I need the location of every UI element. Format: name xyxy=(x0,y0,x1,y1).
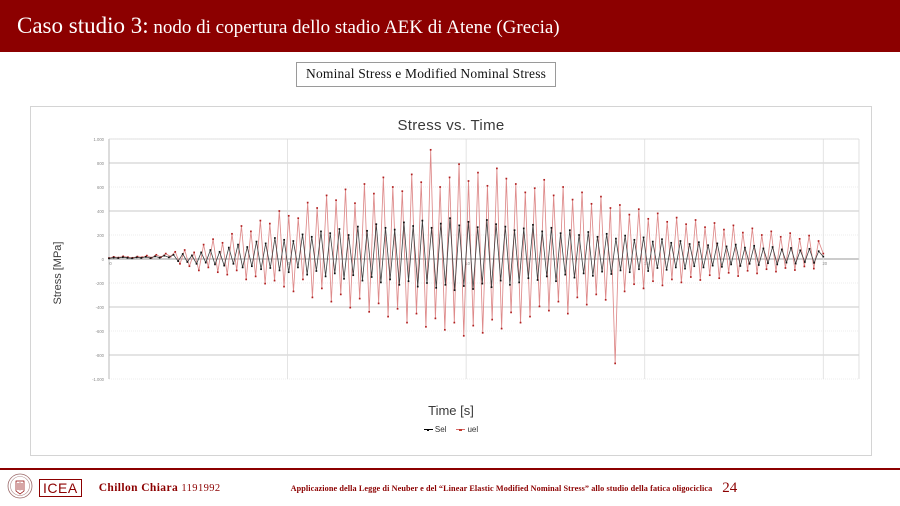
svg-text:15: 15 xyxy=(644,261,649,266)
svg-text:200: 200 xyxy=(97,233,105,238)
svg-text:600: 600 xyxy=(97,185,105,190)
svg-text:-1.000: -1.000 xyxy=(92,377,105,382)
svg-text:10: 10 xyxy=(465,261,470,266)
svg-text:-800: -800 xyxy=(96,353,105,358)
chart-panel: Stress vs. Time Stress [MPa] 1.000 800 600… xyxy=(30,106,872,456)
slide-footer: ICEA Chillon Chiara 1191992 Applicazione… xyxy=(0,470,900,506)
svg-text:-200: -200 xyxy=(96,281,105,286)
svg-text:20: 20 xyxy=(822,261,827,266)
page-title-rest: nodo di copertura dello stadio AEK di At… xyxy=(148,17,560,38)
svg-text:-600: -600 xyxy=(96,329,105,334)
page-title: Caso studio 3: nodo di copertura dello s… xyxy=(17,13,560,39)
legend-item-uel: uel xyxy=(456,425,478,434)
stress-time-plot: 1.0008006004002000-200-400-600-800-1.000… xyxy=(92,137,860,382)
legend-label-uel: uel xyxy=(467,425,479,434)
footer-subject: Applicazione della Legge di Neuber e del… xyxy=(290,483,713,493)
svg-text:0: 0 xyxy=(102,257,105,262)
x-axis-label: Time [s] xyxy=(428,403,474,418)
legend-item-sel: Sel xyxy=(423,425,447,434)
chart-legend: Sel uel xyxy=(31,425,871,434)
legend-line-icon xyxy=(456,428,466,431)
slide-header-bar: Caso studio 3: nodo di copertura dello s… xyxy=(0,0,900,52)
subtitle-textbox: Nominal Stress e Modified Nominal Stress xyxy=(296,62,557,87)
chart-title: Stress vs. Time xyxy=(397,117,505,134)
svg-text:400: 400 xyxy=(97,209,105,214)
legend-label-sel: Sel xyxy=(434,425,447,434)
legend-line-icon xyxy=(423,428,433,431)
svg-text:800: 800 xyxy=(97,161,105,166)
footer-author-id: 1191992 xyxy=(181,483,221,494)
page-title-main: Caso studio 3: xyxy=(17,13,149,38)
svg-text:5: 5 xyxy=(288,261,291,266)
svg-text:1.000: 1.000 xyxy=(94,137,105,142)
icea-logo: ICEA xyxy=(39,479,82,497)
footer-divider xyxy=(0,468,900,470)
page-number: 24 xyxy=(722,479,738,496)
footer-author: Chillon Chiara 1191992 xyxy=(99,482,221,494)
svg-text:-400: -400 xyxy=(96,305,105,310)
subtitle-label: Nominal Stress e Modified Nominal Stress xyxy=(306,66,547,81)
footer-author-name: Chillon Chiara xyxy=(98,482,179,494)
svg-text:0: 0 xyxy=(109,261,112,266)
university-seal-icon xyxy=(7,473,33,504)
